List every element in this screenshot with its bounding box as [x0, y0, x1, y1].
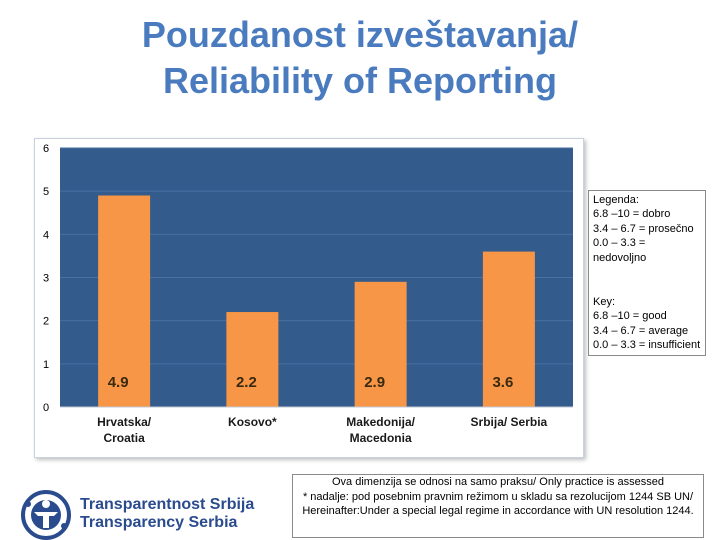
page-title: Pouzdanost izveštavanja/ Reliability of … — [0, 12, 720, 104]
x-tick-label: Kosovo* — [228, 415, 277, 429]
footnote-line-2: * nadalje: pod posebnim pravnim režimom … — [302, 490, 694, 518]
legend-item-en-insufficient: 0.0 – 3.3 = insufficient — [593, 339, 701, 352]
legend-box: Legenda: 6.8 –10 = dobro 3.4 – 6.7 = pro… — [588, 190, 706, 356]
logo-emblem-icon — [21, 490, 71, 540]
legend-item-en-average: 3.4 – 6.7 = average — [593, 324, 689, 337]
bar-value-label: 4.9 — [108, 374, 129, 391]
legend-heading-en: Key: — [593, 296, 616, 309]
legend-item-en-good: 6.8 –10 = good — [593, 310, 667, 323]
bar-value-label: 3.6 — [492, 374, 513, 391]
y-tick-label: 6 — [43, 143, 49, 155]
x-tick-label: Makedonija/ — [346, 415, 415, 429]
legend-item-sr-good: 6.8 –10 = dobro — [593, 208, 671, 221]
bar — [354, 281, 407, 407]
chart-svg: 0 1 2 3 4 5 6 4.9 Hrvatska/Croatia 2.2 Kosovo* 2.9 M… — [43, 143, 573, 445]
y-tick-label: 2 — [43, 316, 49, 328]
bar-value-label: 2.9 — [364, 374, 385, 391]
legend-item-sr-insufficient: 0.0 – 3.3 = nedovoljno — [593, 237, 647, 264]
logo-line-1: Transparentnost Srbija — [80, 496, 255, 513]
legend-item-sr-average: 3.4 – 6.7 = prosečno — [593, 222, 694, 235]
x-tick-label: Croatia — [103, 431, 145, 445]
y-tick-label: 0 — [43, 402, 49, 414]
bar — [482, 251, 535, 407]
y-tick-label: 5 — [43, 186, 49, 198]
transparency-serbia-logo: Transparentnost Srbija Transparency Serb… — [20, 488, 290, 540]
y-tick-label: 1 — [43, 359, 49, 371]
bar-value-label: 2.2 — [236, 374, 257, 391]
bar — [226, 312, 279, 407]
logo-line-2: Transparency Serbia — [80, 514, 238, 531]
x-tick-label: Macedonia — [350, 431, 412, 445]
bar — [98, 195, 151, 407]
footnote-line-1: Ova dimenzija se odnosi na samo praksu/ … — [332, 476, 664, 488]
y-tick-label: 3 — [43, 273, 49, 285]
title-line-2: Reliability of Reporting — [162, 60, 557, 101]
x-tick-label: Hrvatska/ — [97, 415, 152, 429]
legend-heading-sr: Legenda: — [593, 194, 639, 206]
bar-chart: 0 1 2 3 4 5 6 4.9 Hrvatska/Croatia 2.2 Kosovo* 2.9 M… — [34, 138, 584, 458]
title-line-1: Pouzdanost izveštavanja/ — [141, 14, 579, 55]
footnote-box: Ova dimenzija se odnosi na samo praksu/ … — [292, 474, 704, 538]
y-tick-label: 4 — [43, 229, 49, 241]
x-tick-label: Srbija/ Serbia — [471, 415, 548, 429]
